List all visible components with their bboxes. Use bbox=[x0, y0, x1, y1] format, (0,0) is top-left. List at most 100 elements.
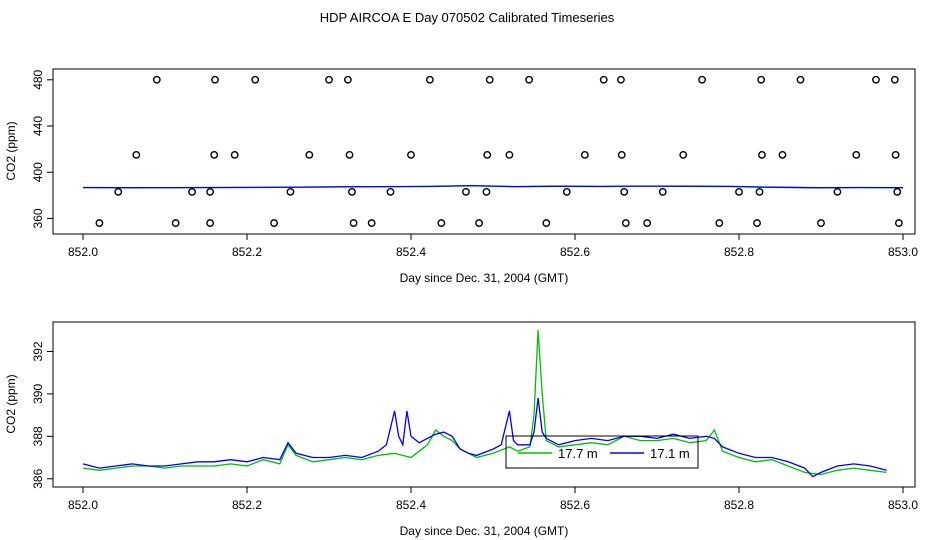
data-point bbox=[485, 75, 494, 84]
data-point bbox=[893, 187, 902, 196]
data-point bbox=[211, 75, 219, 84]
data-point bbox=[758, 150, 766, 159]
data-point bbox=[698, 75, 706, 84]
x-tick-label: 852.2 bbox=[232, 498, 262, 512]
y-axis-label: CO2 (ppm) bbox=[4, 121, 18, 180]
data-point bbox=[643, 219, 652, 227]
data-point bbox=[817, 219, 825, 227]
data-point bbox=[348, 187, 356, 196]
data-point bbox=[621, 219, 630, 227]
series-lines bbox=[82, 184, 904, 189]
x-tick-label: 852.4 bbox=[396, 498, 426, 512]
data-point bbox=[270, 219, 278, 227]
data-point bbox=[895, 219, 903, 227]
data-point bbox=[349, 219, 358, 227]
data-point bbox=[206, 219, 215, 227]
y-tick-label: 388 bbox=[31, 426, 45, 446]
data-point bbox=[679, 150, 688, 159]
legend-label: 17.7 m bbox=[558, 446, 598, 461]
data-point bbox=[171, 219, 180, 227]
data-point bbox=[658, 187, 667, 196]
data-point bbox=[343, 75, 352, 84]
x-tick-label: 852.8 bbox=[724, 498, 754, 512]
series-lines bbox=[82, 330, 887, 478]
data-point bbox=[475, 219, 483, 227]
data-point bbox=[542, 219, 551, 227]
data-point bbox=[525, 75, 533, 84]
data-point bbox=[367, 219, 376, 227]
data-point bbox=[620, 187, 629, 196]
data-point bbox=[852, 150, 861, 159]
data-point bbox=[305, 150, 314, 159]
plot-frame bbox=[52, 321, 916, 488]
x-axis: 852.0 852.2 852.4 852.6 852.8 853.0 bbox=[68, 234, 918, 259]
x-tick-label: 852.0 bbox=[68, 245, 98, 259]
bottom-panel: 852.0 852.2 852.4 852.6 852.8 853.0 386 388 390… bbox=[4, 321, 918, 538]
y-tick-label: 392 bbox=[31, 341, 45, 361]
data-point bbox=[617, 75, 625, 84]
x-tick-label: 852.4 bbox=[396, 245, 426, 259]
data-point bbox=[833, 187, 842, 196]
x-tick-label: 852.6 bbox=[560, 245, 590, 259]
legend-label: 17.1 m bbox=[650, 446, 690, 461]
data-point bbox=[505, 150, 514, 159]
chart-title: HDP AIRCOA E Day 070502 Calibrated Times… bbox=[320, 10, 615, 25]
data-point bbox=[95, 219, 104, 227]
data-point bbox=[407, 150, 415, 159]
data-point bbox=[152, 75, 161, 84]
data-point bbox=[715, 219, 724, 227]
y-tick-label: 480 bbox=[31, 69, 45, 89]
data-point bbox=[580, 150, 589, 159]
y-tick-label: 386 bbox=[31, 468, 45, 488]
data-point bbox=[132, 150, 141, 159]
data-point bbox=[206, 187, 215, 196]
data-point bbox=[562, 187, 571, 196]
top-panel: 852.0 852.2 852.4 852.6 852.8 853.0 360 400 440… bbox=[4, 68, 918, 285]
y-tick-label: 360 bbox=[31, 208, 45, 228]
data-point bbox=[251, 75, 260, 84]
data-point bbox=[462, 187, 470, 196]
y-tick-label: 390 bbox=[31, 384, 45, 404]
series-line bbox=[82, 398, 887, 478]
data-point bbox=[753, 219, 761, 227]
data-point bbox=[778, 150, 787, 159]
x-tick-label: 852.8 bbox=[724, 245, 754, 259]
data-point bbox=[735, 187, 743, 196]
x-tick-label: 853.0 bbox=[888, 498, 918, 512]
y-tick-label: 440 bbox=[31, 116, 45, 136]
series-line bbox=[82, 330, 887, 476]
data-point bbox=[872, 75, 880, 84]
data-point bbox=[114, 187, 123, 196]
data-point bbox=[425, 75, 434, 84]
data-point bbox=[386, 187, 395, 196]
data-point bbox=[230, 150, 239, 159]
y-axis-label: CO2 (ppm) bbox=[4, 374, 18, 433]
legend-box bbox=[505, 435, 699, 469]
data-point bbox=[482, 187, 491, 196]
data-point bbox=[437, 219, 446, 227]
data-point bbox=[757, 75, 766, 84]
x-tick-label: 852.0 bbox=[68, 498, 98, 512]
data-point bbox=[890, 75, 899, 84]
data-point bbox=[617, 150, 626, 159]
x-axis-label: Day since Dec. 31, 2004 (GMT) bbox=[400, 524, 569, 538]
x-tick-label: 852.6 bbox=[560, 498, 590, 512]
scatter-points bbox=[95, 75, 903, 227]
data-point bbox=[891, 150, 900, 159]
x-tick-label: 853.0 bbox=[888, 245, 918, 259]
data-point bbox=[483, 150, 492, 159]
x-axis: 852.0 852.2 852.4 852.6 852.8 853.0 bbox=[68, 487, 918, 512]
data-point bbox=[286, 187, 295, 196]
y-tick-label: 400 bbox=[31, 162, 45, 182]
data-point bbox=[325, 75, 333, 84]
y-axis: 360 400 440 480 bbox=[31, 69, 53, 228]
x-axis-label: Day since Dec. 31, 2004 (GMT) bbox=[400, 271, 569, 285]
plot-frame bbox=[52, 68, 916, 235]
data-point bbox=[210, 150, 219, 159]
data-point bbox=[599, 75, 608, 84]
x-tick-label: 852.2 bbox=[232, 245, 262, 259]
data-point bbox=[188, 187, 196, 196]
series-line bbox=[82, 184, 904, 189]
legend: 17.7 m 17.1 m bbox=[505, 435, 699, 469]
